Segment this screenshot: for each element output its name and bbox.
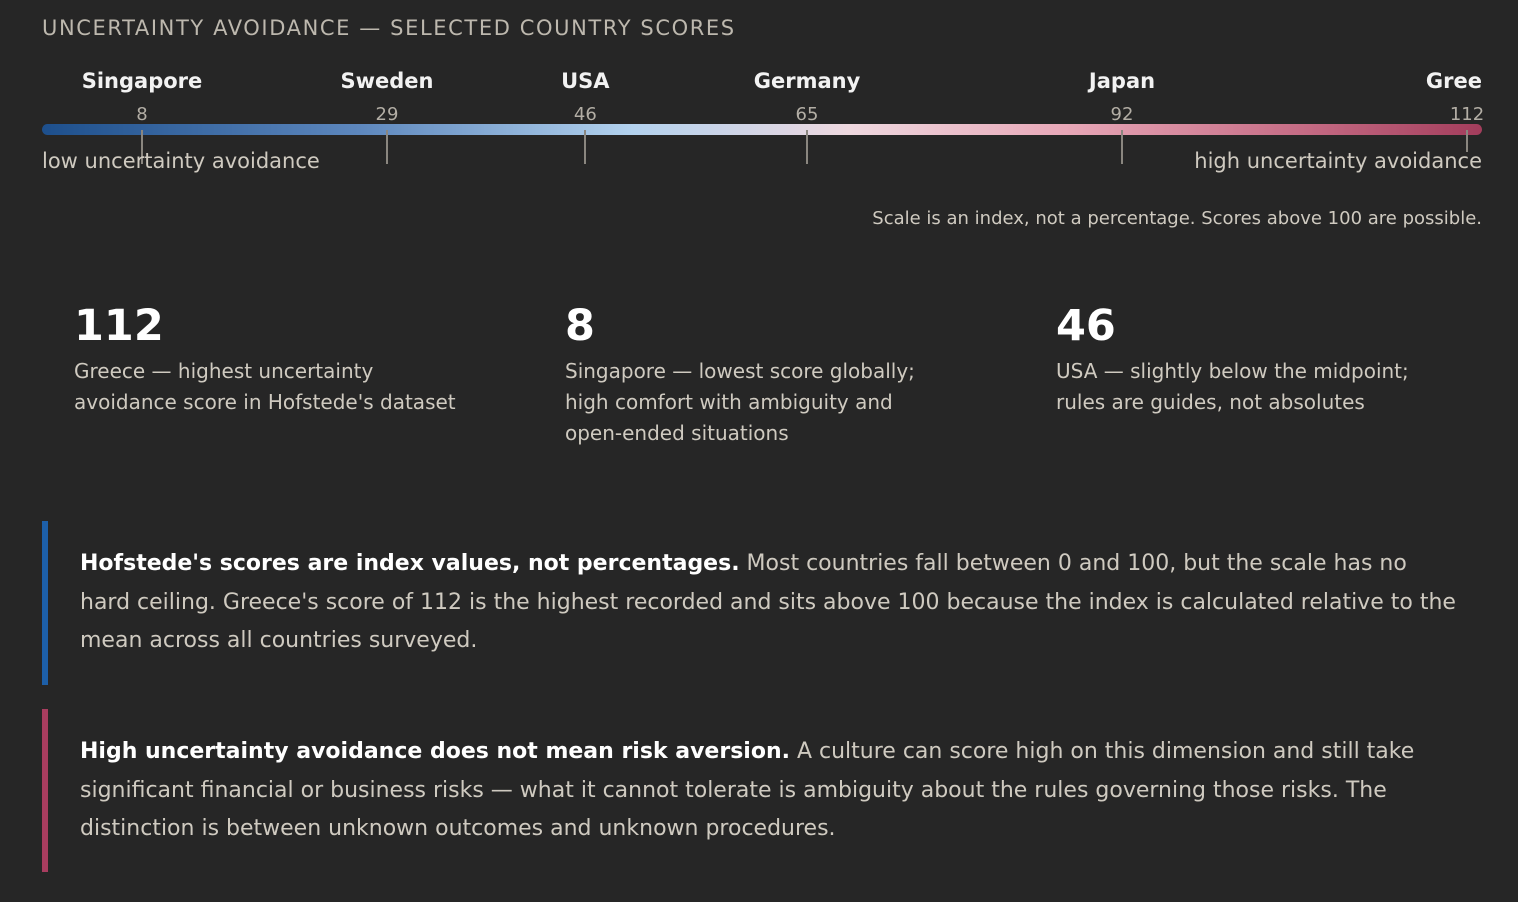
low-end-label: low uncertainty avoidance	[42, 149, 320, 173]
callout-risk-aversion: High uncertainty avoidance does not mean…	[42, 709, 1456, 872]
stat-value: 8	[565, 301, 595, 351]
score-tick	[1121, 130, 1123, 164]
country-label: Germany	[753, 69, 861, 93]
stat-description: Singapore — lowest score globally; high …	[565, 356, 985, 449]
scale-note: Scale is an index, not a percentage. Sco…	[872, 208, 1482, 229]
stat-usa: 46 USA — slightly below the midpoint; ru…	[1056, 300, 1476, 418]
country-label: Japan	[1088, 69, 1156, 93]
stat-desc-line: USA — slightly below the midpoint;	[1056, 359, 1409, 383]
stat-singapore: 8 Singapore — lowest score globally; hig…	[565, 300, 985, 449]
stat-value: 112	[74, 301, 164, 351]
score-tick	[806, 130, 808, 164]
stat-desc-line: open-ended situations	[565, 421, 789, 445]
country-label: Gree	[1425, 69, 1482, 93]
stat-desc-line: avoidance score in Hofstede's dataset	[74, 390, 456, 414]
score-label: 46	[573, 104, 597, 125]
stat-greece: 112 Greece — highest uncertainty avoidan…	[74, 300, 494, 418]
callout-bold: High uncertainty avoidance does not mean…	[80, 739, 790, 764]
score-label: 29	[375, 104, 399, 125]
callout-text: High uncertainty avoidance does not mean…	[80, 709, 1456, 849]
score-label: 112	[1449, 104, 1485, 125]
callout-bold: Hofstede's scores are index values, not …	[80, 551, 740, 576]
score-label: 92	[1110, 104, 1134, 125]
score-label: 65	[795, 104, 819, 125]
stat-desc-line: Singapore — lowest score globally;	[565, 359, 915, 383]
callout-text: Hofstede's scores are index values, not …	[80, 521, 1456, 661]
gradient-bar	[42, 124, 1482, 135]
stat-description: Greece — highest uncertainty avoidance s…	[74, 356, 494, 418]
chart-title: UNCERTAINTY AVOIDANCE — SELECTED COUNTRY…	[42, 16, 736, 40]
stat-description: USA — slightly below the midpoint; rules…	[1056, 356, 1476, 418]
stat-desc-line: rules are guides, not absolutes	[1056, 390, 1365, 414]
stat-desc-line: high comfort with ambiguity and	[565, 390, 893, 414]
country-label: Singapore	[81, 69, 203, 93]
score-tick	[584, 130, 587, 164]
score-tick	[1466, 130, 1468, 152]
uncertainty-scale: Singapore 8 Sweden 29 USA 46 Germany 65 Japan 92 G…	[42, 60, 1485, 190]
callout-index-values: Hofstede's scores are index values, not …	[42, 521, 1456, 685]
callout-body: Most countries fall between 0 and 100, b…	[80, 551, 1456, 653]
country-label: Sweden	[340, 69, 434, 93]
country-label: USA	[561, 69, 610, 93]
callout-body: A culture can score high on this dimensi…	[80, 739, 1415, 841]
stat-desc-line: Greece — highest uncertainty	[74, 359, 374, 383]
stat-value: 46	[1056, 301, 1116, 351]
score-label: 8	[136, 104, 148, 125]
score-tick	[386, 130, 388, 164]
high-end-label: high uncertainty avoidance	[1194, 149, 1482, 173]
score-tick	[141, 130, 143, 164]
